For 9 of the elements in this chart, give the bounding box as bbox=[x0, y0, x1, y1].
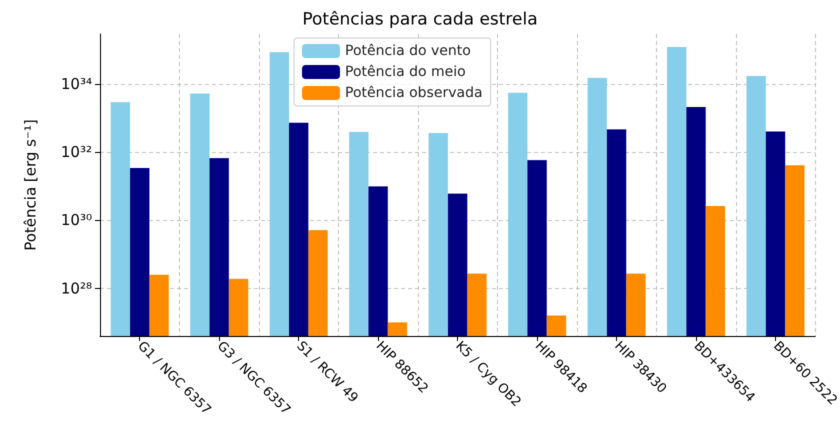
legend-label: Potência observada bbox=[345, 85, 483, 101]
legend-label: Potência do vento bbox=[345, 43, 471, 59]
chart-title: Potências para cada estrela bbox=[302, 10, 538, 30]
y-tick-label: 10³⁴ bbox=[60, 74, 92, 93]
y-axis-title: Potência [erg s⁻¹] bbox=[22, 119, 40, 251]
legend-label: Potência do meio bbox=[345, 64, 466, 80]
y-tick-label: 10³⁰ bbox=[60, 211, 92, 230]
y-tick-label: 10²⁸ bbox=[60, 279, 92, 298]
y-tick-label: 10³² bbox=[60, 143, 92, 162]
